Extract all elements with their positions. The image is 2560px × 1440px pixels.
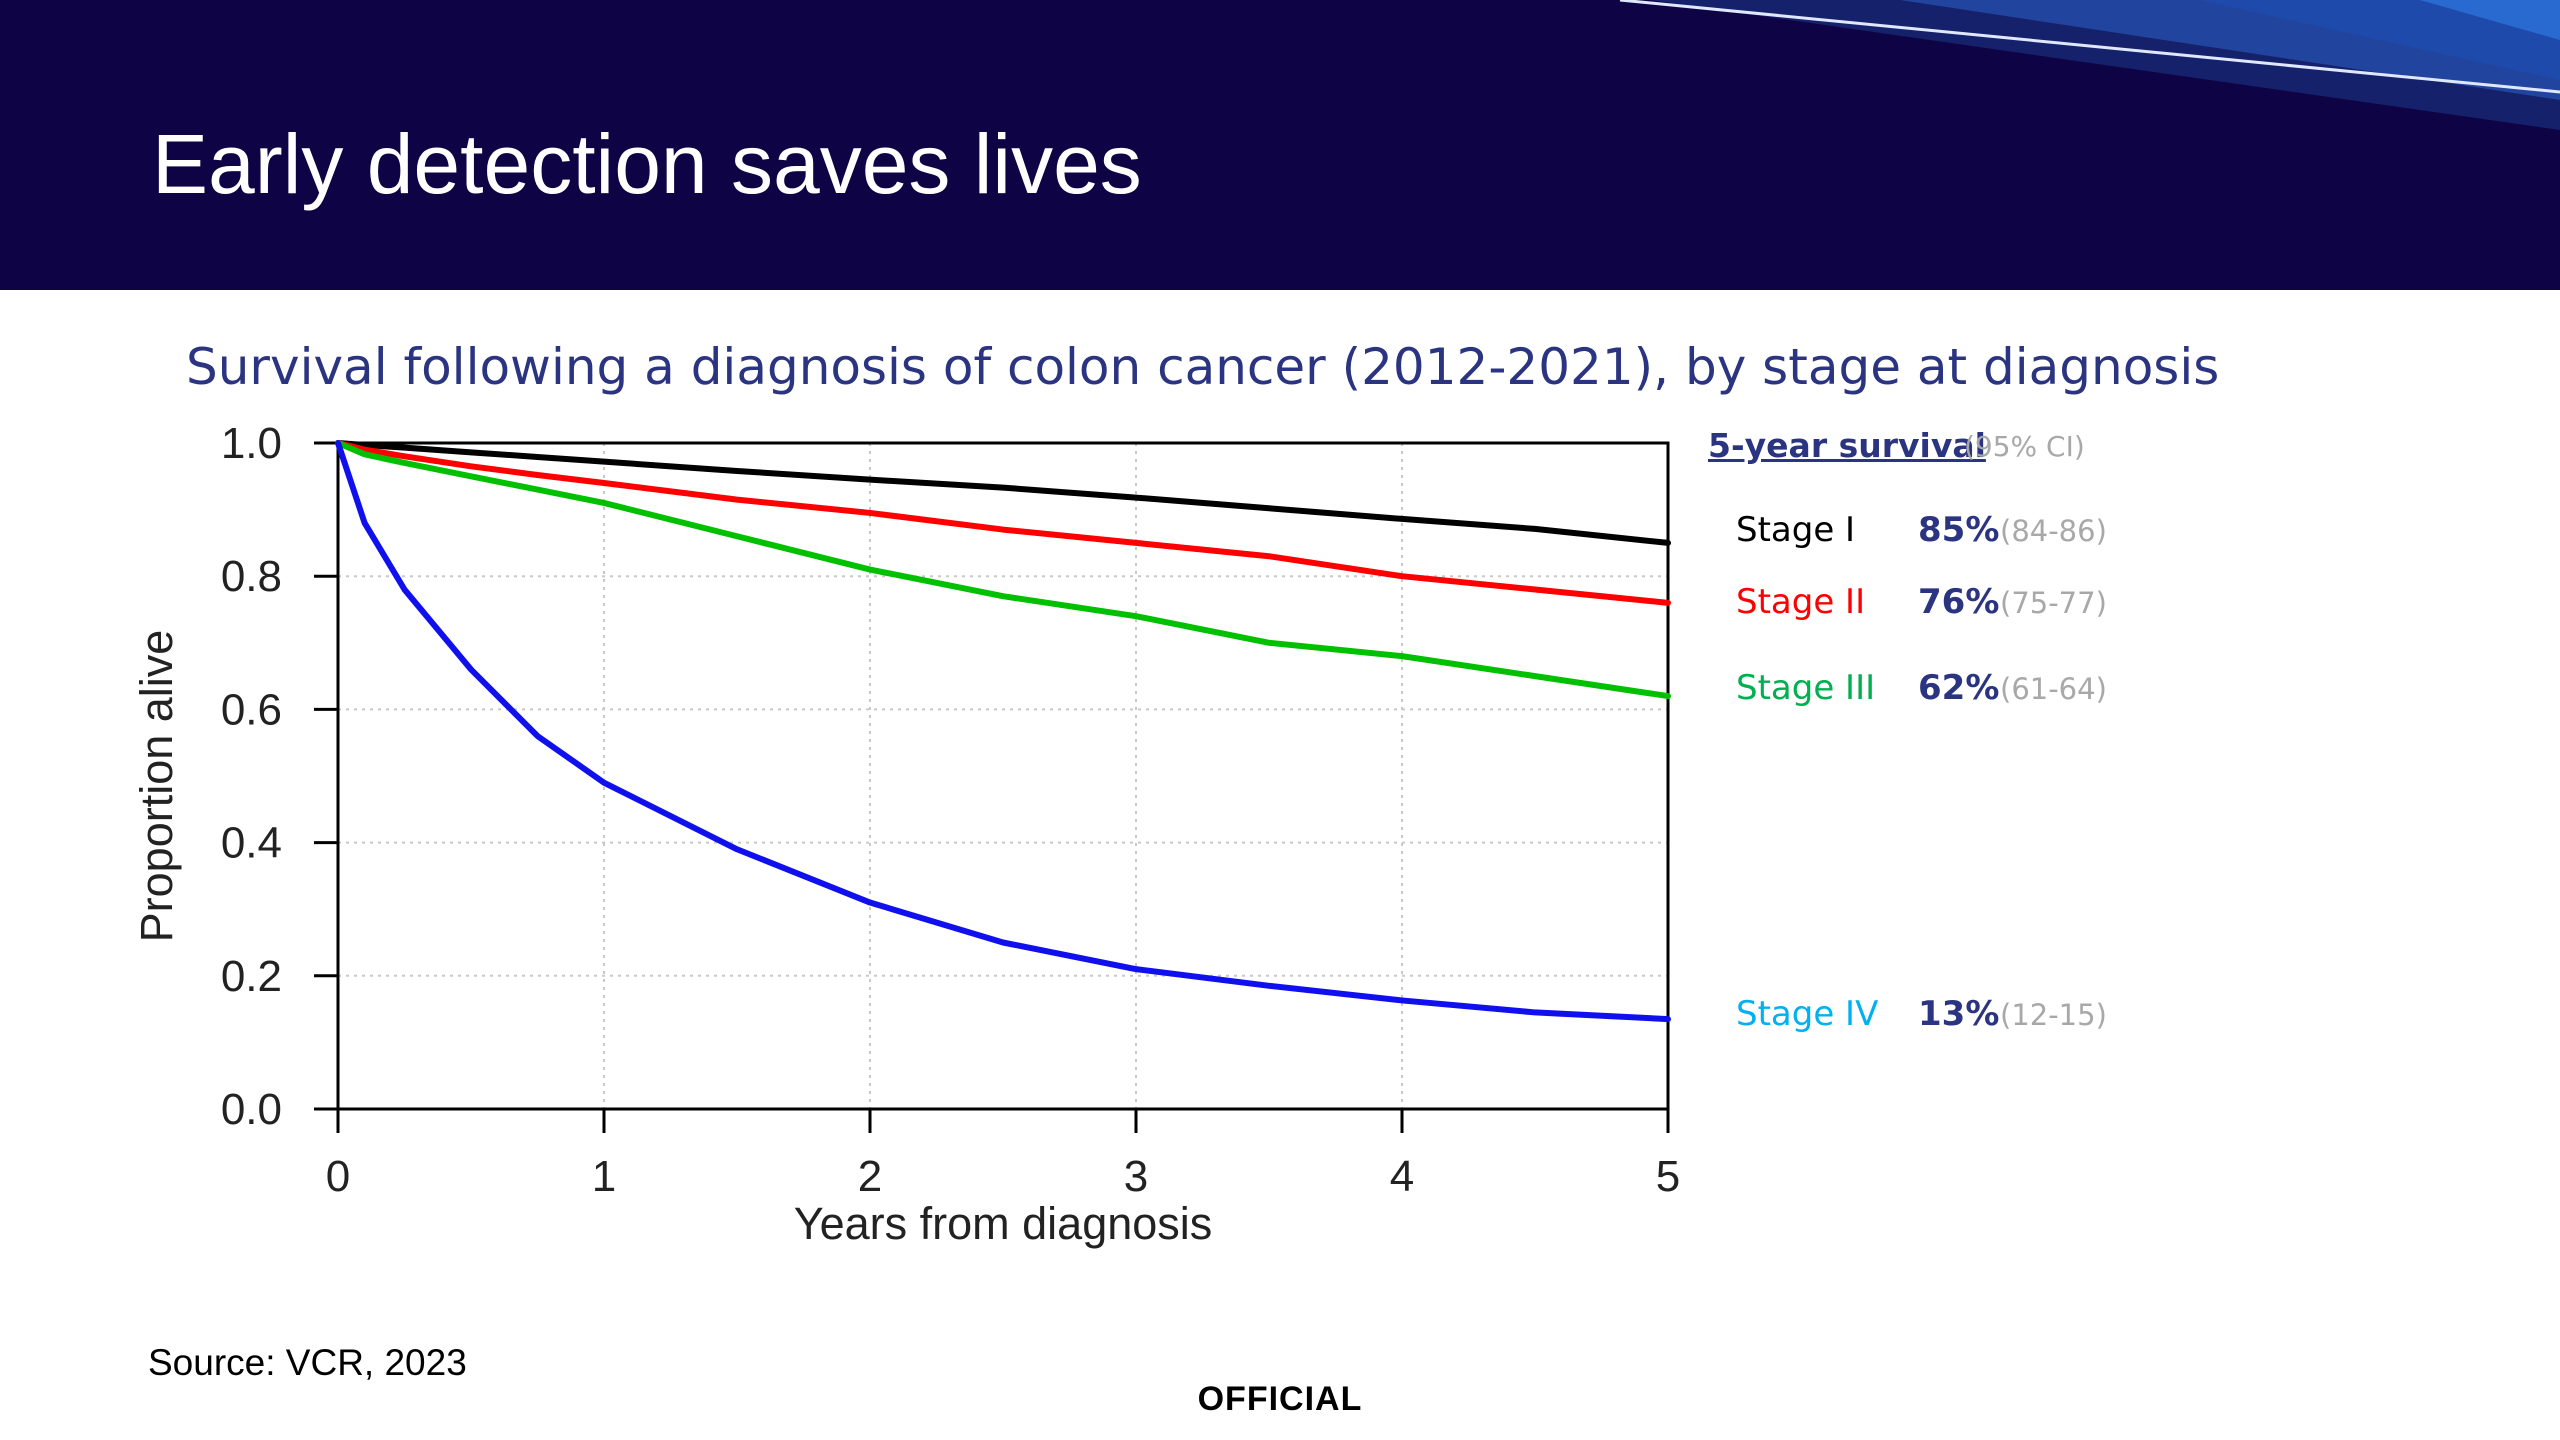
y-tick-label: 1.0 <box>221 419 282 468</box>
series-line-stage-4 <box>335 440 1671 1023</box>
y-tick-label: 0.0 <box>221 1085 282 1134</box>
legend-header-ci: (95% CI) <box>1964 430 2085 463</box>
legend-label-stage-2: Stage II <box>1736 582 1866 622</box>
series-line-stage-1 <box>335 440 1671 546</box>
x-axis-label: Years from diagnosis <box>794 1198 1213 1249</box>
y-tick-label: 0.8 <box>221 552 282 601</box>
y-tick-label: 0.2 <box>221 952 282 1001</box>
legend-label-stage-4: Stage IV <box>1736 994 1879 1034</box>
legend-ci-stage-4: (12-15) <box>2000 998 2107 1032</box>
chart-title: Survival following a diagnosis of colon … <box>186 338 2220 396</box>
y-tick-label: 0.6 <box>221 685 282 734</box>
slide-title: Early detection saves lives <box>152 117 1142 211</box>
header-decoration <box>1619 0 2560 130</box>
legend-pct-stage-3: 62% <box>1918 668 2000 708</box>
legend-ci-stage-1: (84-86) <box>2000 514 2107 548</box>
legend-pct-stage-2: 76% <box>1918 582 2000 622</box>
legend-ci-stage-2: (75-77) <box>2000 586 2107 620</box>
x-tick-label: 2 <box>858 1152 882 1201</box>
source-note: Source: VCR, 2023 <box>148 1342 467 1383</box>
legend-pct-stage-4: 13% <box>1918 994 2000 1034</box>
legend-pct-stage-1: 85% <box>1918 510 2000 550</box>
x-tick-label: 1 <box>592 1152 616 1201</box>
legend-label-stage-3: Stage III <box>1736 668 1876 708</box>
y-axis-label: Proportion alive <box>131 630 182 943</box>
x-tick-label: 4 <box>1390 1152 1414 1201</box>
series-line-stage-3 <box>335 440 1671 700</box>
series-line-stage-2 <box>335 440 1671 606</box>
legend-label-stage-1: Stage I <box>1736 510 1856 550</box>
legend-header: 5-year survival <box>1708 426 1986 465</box>
classification-label: OFFICIAL <box>1197 1380 1363 1418</box>
y-tick-label: 0.4 <box>221 819 282 868</box>
slide-header: Early detection saves lives <box>0 0 2560 290</box>
legend-ci-stage-3: (61-64) <box>2000 672 2107 706</box>
x-tick-label: 5 <box>1656 1152 1680 1201</box>
plot-frame <box>336 441 1670 1111</box>
x-tick-label: 3 <box>1124 1152 1148 1201</box>
x-tick-label: 0 <box>326 1152 350 1201</box>
